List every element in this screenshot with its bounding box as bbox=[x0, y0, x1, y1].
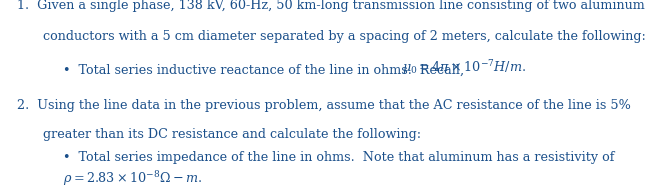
Text: •  Total series impedance of the line in ohms.  Note that aluminum has a resisti: • Total series impedance of the line in … bbox=[63, 151, 614, 164]
Text: conductors with a 5 cm diameter separated by a spacing of 2 meters, calculate th: conductors with a 5 cm diameter separate… bbox=[43, 29, 646, 43]
Text: 1.  Given a single phase, 138 kV, 60-Hz, 50 km-long transmission line consisting: 1. Given a single phase, 138 kV, 60-Hz, … bbox=[17, 0, 644, 12]
Text: $\mu_0 = 4\pi \times 10^{-7}H/m.$: $\mu_0 = 4\pi \times 10^{-7}H/m.$ bbox=[402, 59, 526, 77]
Text: greater than its DC resistance and calculate the following:: greater than its DC resistance and calcu… bbox=[43, 128, 421, 141]
Text: $\rho = 2.83 \times 10^{-8}\Omega - m.$: $\rho = 2.83 \times 10^{-8}\Omega - m.$ bbox=[63, 169, 202, 188]
Text: 2.  Using the line data in the previous problem, assume that the AC resistance o: 2. Using the line data in the previous p… bbox=[17, 98, 631, 112]
Text: •  Total series inductive reactance of the line in ohms.  Recall,: • Total series inductive reactance of th… bbox=[63, 64, 468, 77]
